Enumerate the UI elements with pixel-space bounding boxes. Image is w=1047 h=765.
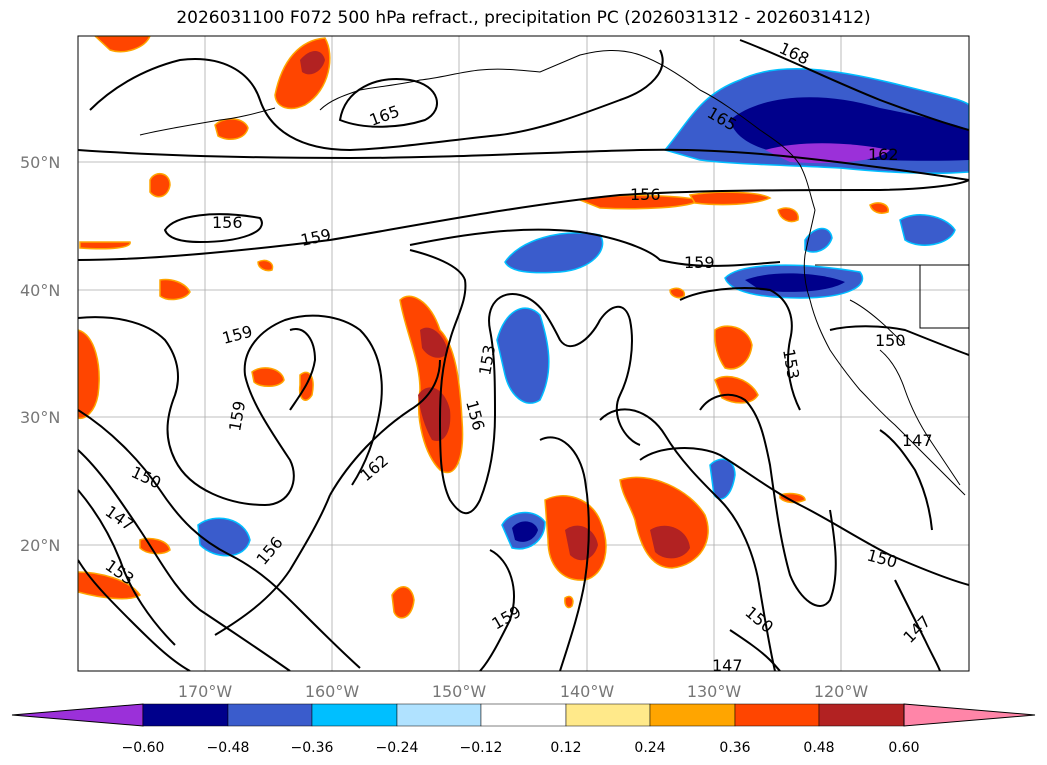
positive-area-north-band-2 <box>688 191 772 206</box>
positive-area-nw-small-1 <box>214 118 249 141</box>
positive-area-nw-small-2 <box>149 173 171 198</box>
colorbar-tick-label: 0.36 <box>719 740 750 756</box>
colorbar-tick-label: −0.12 <box>460 740 503 756</box>
coastlines <box>139 50 969 496</box>
map-frame <box>77 35 970 672</box>
colorbar-segment <box>818 703 905 727</box>
positive-area-misc-4 <box>564 595 574 609</box>
colorbar-segment <box>311 703 398 727</box>
positive-area-misc-2 <box>257 259 274 272</box>
longitude-labels: 170°W 160°W 150°W 140°W 130°W 120°W <box>178 682 869 701</box>
positive-area-tropic-2-core <box>650 525 690 559</box>
colorbar-segment <box>227 703 313 727</box>
map-title: 2026031100 F072 500 hPa refract., precip… <box>176 8 871 28</box>
colorbar-tick-label: −0.24 <box>376 740 419 756</box>
positive-area-band-west <box>79 241 131 250</box>
colorbar-tick-label: −0.36 <box>291 740 334 756</box>
positive-area-alaska-core <box>300 51 325 75</box>
colorbar-tick-label: 0.24 <box>634 740 665 756</box>
positive-area-tropic-3 <box>391 586 415 619</box>
positive-area-east-2 <box>714 375 759 404</box>
contour-label: 159 <box>684 253 715 272</box>
colorbar-segment <box>142 703 229 727</box>
negative-area-pacific-north <box>504 232 604 274</box>
lon-label: 140°W <box>560 682 615 701</box>
positive-area-east-1 <box>714 325 753 370</box>
negative-area-oregon-core <box>745 273 845 292</box>
positive-area-misc-5 <box>669 287 686 299</box>
colorbar-tick-label: 0.12 <box>550 740 581 756</box>
lat-label: 30°N <box>20 408 60 427</box>
colorbar-segment <box>565 703 651 727</box>
contour-label: 150 <box>875 331 906 350</box>
colorbar-right-extension <box>903 703 1036 727</box>
state-borders <box>815 264 969 346</box>
latitude-labels: 50°N 40°N 30°N 20°N <box>20 153 60 555</box>
positive-area-east-3 <box>779 492 806 504</box>
lon-label: 120°W <box>814 682 869 701</box>
lat-label: 50°N <box>20 153 60 172</box>
positive-area-central-front-north <box>420 327 448 358</box>
negative-area-ca <box>804 227 833 253</box>
negative-anomaly-areas <box>197 68 969 557</box>
contour-label: 147 <box>902 431 933 450</box>
lon-label: 170°W <box>178 682 233 701</box>
colorbar-segment <box>480 703 567 727</box>
colorbar-segment <box>734 703 820 727</box>
colorbar: −0.60 −0.48 −0.36 −0.24 −0.12 0.12 0.24 … <box>11 703 1036 756</box>
positive-area-hawaii-north <box>159 278 191 301</box>
coastline-alaska <box>319 50 816 211</box>
positive-area-sw <box>78 571 142 600</box>
lon-label: 130°W <box>687 682 742 701</box>
refractivity-contours <box>78 39 969 671</box>
coastline-aleutians <box>139 107 276 136</box>
positive-area-misc-3 <box>777 207 799 223</box>
negative-area-west <box>197 517 251 557</box>
positive-area-small-mid <box>251 367 285 387</box>
colorbar-left-extension <box>11 703 144 727</box>
contour-label: 156 <box>212 213 243 232</box>
coastline-northwest <box>803 209 966 496</box>
contour-label: 147 <box>712 656 743 675</box>
lon-label: 150°W <box>432 682 487 701</box>
colorbar-segment <box>649 703 736 727</box>
colorbar-tick-label: 0.48 <box>803 740 834 756</box>
positive-anomaly-areas <box>78 36 889 619</box>
positive-area-central-front-core <box>418 387 451 441</box>
colorbar-tick-label: −0.60 <box>122 740 165 756</box>
lat-label: 20°N <box>20 536 60 555</box>
colorbar-tick-label: −0.48 <box>207 740 250 756</box>
colorbar-segment <box>396 703 482 727</box>
contour-label: 156 <box>630 185 661 204</box>
coastline-baja <box>879 349 961 486</box>
negative-area-mid <box>496 307 550 404</box>
positive-area-west-cluster <box>78 329 100 420</box>
contour-label: 162 <box>868 145 899 164</box>
colorbar-tick-label: 0.60 <box>888 740 919 756</box>
negative-area-mid-south-core <box>512 521 538 542</box>
lon-label: 160°W <box>305 682 360 701</box>
lat-label: 40°N <box>20 281 60 300</box>
negative-area-northeast-core <box>730 97 969 161</box>
positive-area-north-band-3 <box>869 202 889 214</box>
negative-area-wa-coast <box>899 214 956 246</box>
